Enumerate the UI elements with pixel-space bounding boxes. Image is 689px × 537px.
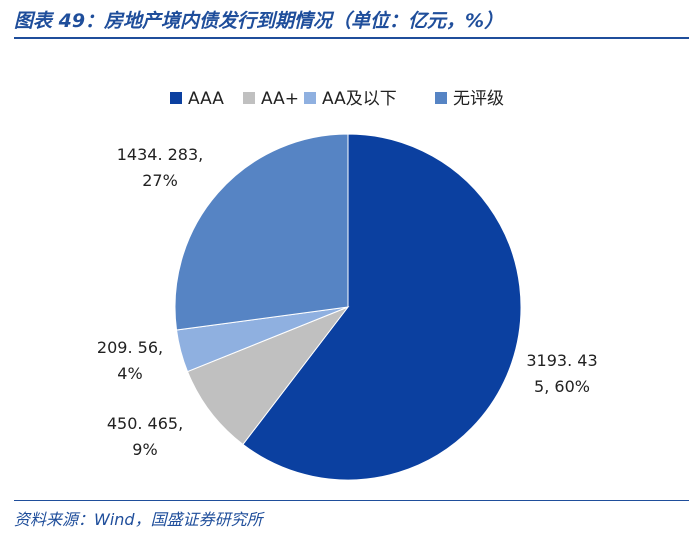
- legend-label: AA及以下: [322, 89, 397, 109]
- legend-item: AAA: [170, 89, 224, 109]
- title-rule: [14, 37, 689, 39]
- legend-label: 无评级: [453, 89, 504, 109]
- pie-slice-2: [186, 305, 350, 446]
- legend-item: AA及以下: [304, 89, 397, 109]
- pie-chart: AAA AA+ AA及以下 无评级 3193. 43 5, 60% 450. 465, 9% 2…: [97, 89, 598, 481]
- legend-item: AA+: [243, 89, 299, 109]
- pie-slice-4: [174, 133, 349, 331]
- legend-swatch: [304, 92, 316, 104]
- pie-slice-1: [242, 133, 522, 481]
- slice-data-label: 450. 465, 9%: [107, 414, 183, 459]
- source-note: 资料来源：Wind，国盛证券研究所: [14, 510, 263, 529]
- legend-swatch: [243, 92, 255, 104]
- slice-data-label: 3193. 43 5, 60%: [526, 351, 597, 396]
- legend-label: AA+: [261, 89, 299, 109]
- legend-item: 无评级: [435, 89, 504, 109]
- legend-swatch: [170, 92, 182, 104]
- source-rule: [14, 500, 689, 501]
- slice-data-label: 1434. 283, 27%: [117, 145, 204, 190]
- slice-data-label: 209. 56, 4%: [97, 338, 163, 383]
- figure-title: 图表 49：房地产境内债发行到期情况（单位：亿元，%）: [14, 10, 504, 32]
- legend-swatch: [435, 92, 447, 104]
- legend-label: AAA: [188, 89, 224, 109]
- legend: AAA AA+ AA及以下 无评级: [170, 89, 504, 109]
